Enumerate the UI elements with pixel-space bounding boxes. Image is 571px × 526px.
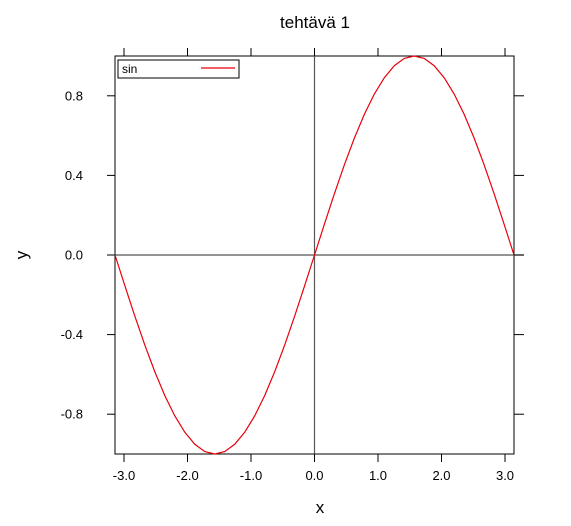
legend-label-sin: sin xyxy=(122,62,137,76)
y-axis: -0.8 -0.4 0.0 0.4 0.8 xyxy=(61,88,524,422)
series-line-sin xyxy=(114,55,515,455)
legend-box xyxy=(117,59,240,79)
x-tick-label: -3.0 xyxy=(113,468,135,483)
y-tick-label: -0.4 xyxy=(61,327,83,342)
x-tick-label: 3.0 xyxy=(496,468,514,483)
y-tick-label: 0.4 xyxy=(65,168,83,183)
x-axis-label: x xyxy=(316,498,325,517)
x-tick-label: -2.0 xyxy=(176,468,198,483)
chart-title: tehtävä 1 xyxy=(280,13,350,32)
y-tick-label: -0.8 xyxy=(61,407,83,422)
x-tick-label: 0.0 xyxy=(305,468,323,483)
x-tick-label: -1.0 xyxy=(240,468,262,483)
x-tick-label: 2.0 xyxy=(432,468,450,483)
y-axis-label: y xyxy=(12,250,31,259)
x-tick-label: 1.0 xyxy=(369,468,387,483)
x-axis: -3.0 -2.0 -1.0 0.0 1.0 2.0 3.0 xyxy=(113,48,514,483)
reference-lines xyxy=(115,56,524,454)
legend: sin xyxy=(117,59,240,79)
y-tick-label: 0.0 xyxy=(65,248,83,263)
y-tick-label: 0.8 xyxy=(65,88,83,103)
series-layer xyxy=(114,55,515,455)
